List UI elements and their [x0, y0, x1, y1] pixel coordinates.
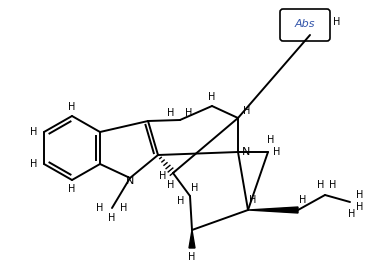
- Text: H: H: [334, 17, 341, 27]
- Text: N: N: [126, 176, 134, 186]
- Text: H: H: [96, 203, 104, 213]
- Text: H: H: [120, 203, 128, 213]
- Text: H: H: [356, 202, 364, 212]
- FancyBboxPatch shape: [280, 9, 330, 41]
- Text: H: H: [30, 159, 38, 169]
- Text: H: H: [68, 102, 76, 112]
- Text: H: H: [249, 195, 257, 205]
- Text: H: H: [243, 106, 251, 116]
- Text: H: H: [191, 183, 199, 193]
- Text: H: H: [68, 184, 76, 194]
- Text: H: H: [167, 108, 175, 118]
- Text: H: H: [348, 209, 356, 219]
- Text: H: H: [273, 147, 281, 157]
- Text: H: H: [208, 92, 216, 102]
- Text: H: H: [185, 108, 193, 118]
- Text: H: H: [317, 180, 325, 190]
- Polygon shape: [189, 230, 195, 248]
- Text: H: H: [30, 127, 38, 137]
- Text: Abs: Abs: [295, 19, 315, 29]
- Text: H: H: [167, 180, 175, 190]
- Text: H: H: [267, 135, 275, 145]
- Text: H: H: [329, 180, 337, 190]
- Text: H: H: [356, 190, 364, 200]
- Polygon shape: [248, 207, 298, 213]
- Text: H: H: [299, 195, 307, 205]
- Text: H: H: [177, 196, 185, 206]
- Text: H: H: [188, 252, 196, 262]
- Text: H: H: [159, 171, 167, 181]
- Text: H: H: [108, 213, 116, 223]
- Text: N: N: [242, 147, 250, 157]
